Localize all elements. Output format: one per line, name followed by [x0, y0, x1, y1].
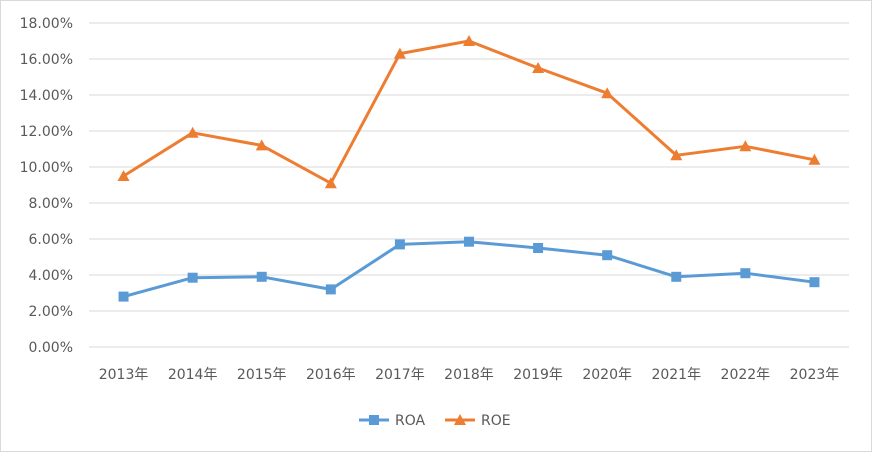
data-point-roe: [808, 153, 821, 165]
series-roa: [118, 236, 820, 302]
gridlines: [89, 22, 849, 348]
x-tick-label: 2016年: [306, 367, 356, 383]
y-tick-label: 4.00%: [29, 268, 73, 284]
data-point-roe: [670, 149, 683, 161]
y-axis-ticks: 0.00% 2.00% 4.00% 6.00% 8.00% 10.00% 12.00% 14.…: [20, 16, 73, 356]
legend-label-roe: ROE: [481, 413, 511, 429]
x-tick-label: 2019年: [513, 367, 563, 383]
data-point-roe: [255, 139, 268, 151]
data-point-roe: [324, 177, 337, 189]
y-tick-label: 16.00%: [20, 52, 73, 68]
series-line-roe: [122, 39, 815, 185]
x-tick-label: 2014年: [168, 367, 218, 383]
data-point-roa: [256, 271, 267, 282]
legend-item-roe: ROE: [445, 413, 511, 429]
data-point-roe: [463, 35, 475, 46]
y-tick-label: 8.00%: [29, 196, 73, 212]
y-tick-label: 2.00%: [29, 304, 73, 320]
y-tick-label: 18.00%: [20, 16, 73, 32]
y-tick-label: 0.00%: [29, 340, 73, 356]
data-point-roe: [601, 87, 614, 99]
x-tick-label: 2021年: [651, 367, 701, 383]
x-axis-ticks: 2013年 2014年 2015年 2016年 2017年 2018年 2019年 2020年…: [99, 367, 840, 383]
data-point-roe: [117, 170, 130, 181]
x-tick-label: 2015年: [237, 367, 287, 383]
series-group: [117, 35, 821, 302]
y-tick-label: 14.00%: [20, 88, 73, 104]
data-point-roe: [186, 126, 199, 138]
x-tick-label: 2018年: [444, 367, 494, 383]
data-point-roa: [671, 271, 682, 282]
x-tick-label: 2022年: [721, 367, 771, 383]
data-point-roe: [393, 47, 406, 59]
data-point-roe: [739, 140, 752, 152]
series-line-roa: [123, 240, 815, 299]
y-tick-label: 12.00%: [20, 124, 73, 140]
data-point-roa: [187, 272, 198, 283]
data-point-roa: [325, 284, 336, 295]
data-point-roa: [602, 250, 613, 261]
series-roe: [117, 35, 821, 189]
legend-marker-roa: [369, 415, 379, 425]
data-point-roa: [809, 277, 820, 288]
x-tick-label: 2017年: [375, 367, 425, 383]
data-point-roa: [464, 236, 474, 247]
legend: ROA ROE: [359, 413, 511, 429]
legend-label-roa: ROA: [395, 413, 426, 429]
data-point-roa: [394, 239, 405, 250]
x-tick-label: 2013年: [99, 367, 149, 383]
data-point-roa: [533, 243, 544, 253]
y-tick-label: 6.00%: [29, 232, 73, 248]
y-tick-label: 10.00%: [20, 160, 73, 176]
legend-marker-roe: [454, 414, 466, 425]
data-point-roe: [532, 62, 545, 73]
data-point-roa: [118, 291, 129, 302]
x-tick-label: 2020年: [582, 367, 632, 383]
x-tick-label: 2023年: [790, 367, 840, 383]
data-point-roa: [740, 268, 751, 279]
legend-item-roa: ROA: [359, 413, 426, 429]
